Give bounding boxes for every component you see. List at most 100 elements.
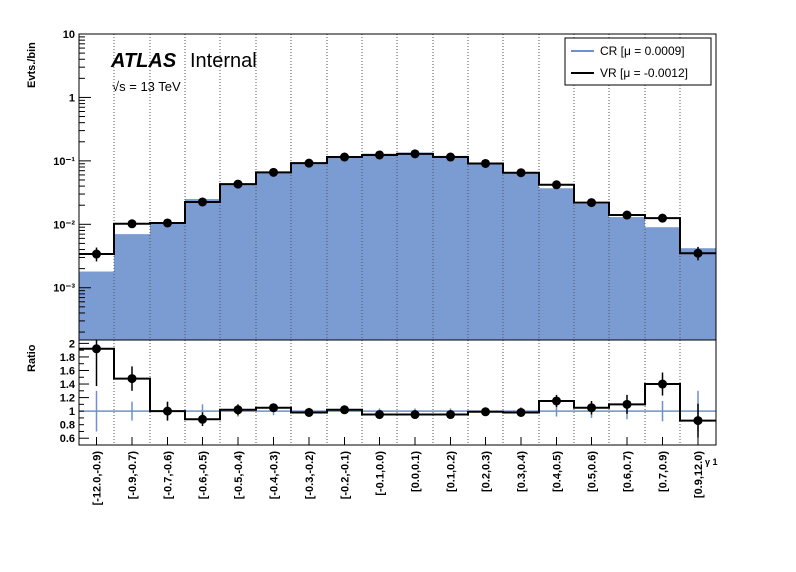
- ratio-frame: [78, 339, 717, 446]
- ratio-y-tick-label: 1.4: [60, 379, 76, 391]
- x-tick-label: [-0.5,-0.4): [233, 451, 245, 500]
- vr-ratio-point: [127, 374, 137, 384]
- cr-bar: [503, 172, 539, 340]
- vr-point: [198, 197, 207, 207]
- cr-bar: [645, 227, 680, 340]
- x-tick-label: [-0.1,0.0): [375, 451, 387, 496]
- atlas-label: ATLAS: [110, 50, 177, 72]
- vr-ratio-point: [693, 416, 703, 426]
- cr-bar: [256, 172, 291, 340]
- ratio-y-axis-label: Ratio: [26, 344, 38, 372]
- vr-ratio-point: [410, 410, 420, 420]
- vr-point: [587, 198, 596, 208]
- x-tick-label: [-0.4,-0.3): [269, 451, 281, 500]
- ratio-y-tick-label: 1: [69, 406, 75, 418]
- main-y-tick-label: 10: [63, 29, 75, 41]
- legend-cr-label: CR [μ = 0.0009]: [600, 44, 685, 58]
- ratio-y-tick-label: 2: [69, 338, 75, 350]
- x-tick-label: [0.1,0.2): [446, 451, 458, 492]
- vr-ratio-point: [198, 414, 207, 424]
- main-y-tick-label: 10⁻³: [53, 283, 75, 295]
- legend-vr-label: VR [μ = -0.0012]: [600, 66, 688, 80]
- x-tick-label: [0.2,0.3): [481, 451, 493, 492]
- ratio-y-tick-label: 1.2: [60, 393, 75, 405]
- vr-point: [163, 218, 172, 228]
- vr-ratio-point: [481, 407, 490, 417]
- vr-point: [375, 150, 384, 160]
- vr-point: [304, 158, 314, 168]
- cr-bar: [362, 153, 397, 340]
- vr-ratio-point: [269, 403, 278, 413]
- cr-bar: [397, 152, 433, 340]
- vr-point: [127, 219, 137, 229]
- x-tick-label: [0.4,0.5): [552, 451, 564, 492]
- cr-bar: [291, 162, 327, 340]
- cr-bar: [539, 188, 574, 340]
- x-tick-label: [0.9,12.0): [693, 451, 705, 498]
- cr-bar: [220, 184, 256, 340]
- ratio-y-tick-label: 0.8: [60, 420, 75, 432]
- vr-point: [658, 213, 667, 223]
- vr-ratio-point: [340, 405, 349, 415]
- vr-point: [693, 248, 703, 258]
- cr-bar: [79, 271, 114, 340]
- vr-point: [481, 158, 490, 168]
- main-panel: 10⁻³ 10⁻² 10⁻¹ 1 10: [53, 29, 717, 341]
- vr-ratio-point: [233, 405, 243, 415]
- x-axis-label: γ 1: [705, 457, 718, 467]
- cr-bar: [609, 217, 645, 340]
- x-tick-label: [-0.6,-0.5): [198, 451, 210, 500]
- cr-bar: [185, 199, 220, 340]
- x-tick-label: [-0.7,-0.6): [163, 451, 175, 500]
- vr-ratio-point: [658, 379, 667, 389]
- x-tick-label: [0.5,0.6): [587, 451, 599, 492]
- vr-ratio-point: [446, 410, 455, 420]
- x-tick-label: [-0.9,-0.7): [127, 451, 139, 500]
- main-y-tick-label: 1: [69, 92, 75, 104]
- ratio-y-tick-label: 1.8: [60, 352, 75, 364]
- vr-ratio-point: [92, 344, 101, 354]
- vr-point: [410, 149, 420, 159]
- ratio-y-tick-label: 0.6: [60, 433, 75, 445]
- x-tick-label: [-12.0,-0.9): [92, 451, 104, 506]
- main-y-tick-label: 10⁻²: [53, 219, 75, 231]
- vr-point: [446, 152, 455, 162]
- legend: CR [μ = 0.0009] VR [μ = -0.0012]: [564, 37, 712, 86]
- vr-ratio-point: [163, 406, 172, 416]
- vr-point: [233, 179, 243, 189]
- main-y-axis-label: Evts./bin: [26, 42, 38, 88]
- vr-point: [92, 249, 101, 259]
- vr-point: [552, 180, 561, 190]
- cr-bar: [433, 155, 468, 340]
- vr-ratio-point: [587, 403, 596, 413]
- vr-ratio-point: [552, 396, 561, 406]
- vr-point: [340, 152, 349, 162]
- cr-bar: [150, 222, 185, 340]
- x-tick-label: [0.0,0.1): [410, 451, 422, 492]
- internal-label: Internal: [190, 50, 257, 72]
- legend-box: [564, 37, 712, 86]
- cr-bar: [574, 203, 609, 340]
- vr-point: [622, 210, 632, 220]
- vr-point: [269, 167, 278, 177]
- vr-histogram-line: [79, 152, 716, 256]
- energy-label: √s = 13 TeV: [112, 79, 181, 94]
- cr-bar: [680, 248, 716, 340]
- cr-bar: [327, 157, 362, 340]
- vr-point: [516, 168, 526, 178]
- x-tick-label: [-0.2,-0.1): [340, 451, 352, 500]
- ratio-y-tick-label: 1.6: [60, 365, 75, 377]
- cr-bar: [114, 234, 150, 340]
- x-tick-label: [0.3,0.4): [516, 451, 528, 492]
- vr-ratio-point: [516, 407, 526, 417]
- cr-bar: [468, 163, 503, 340]
- vr-ratio-point: [304, 407, 314, 417]
- ratio-panel: 0.60.8 11.2 1.4 1.61.8 2 [-12.0,-0.9) [-0.9,-0…: [60, 338, 717, 506]
- main-y-tick-label: 10⁻¹: [53, 156, 75, 168]
- vr-ratio-point: [375, 410, 384, 420]
- x-tick-label: [0.6,0.7): [622, 451, 634, 492]
- x-tick-label: [0.7,0.9): [658, 451, 670, 492]
- x-tick-label: [-0.3,-0.2): [304, 451, 316, 500]
- vr-ratio-point: [622, 399, 632, 409]
